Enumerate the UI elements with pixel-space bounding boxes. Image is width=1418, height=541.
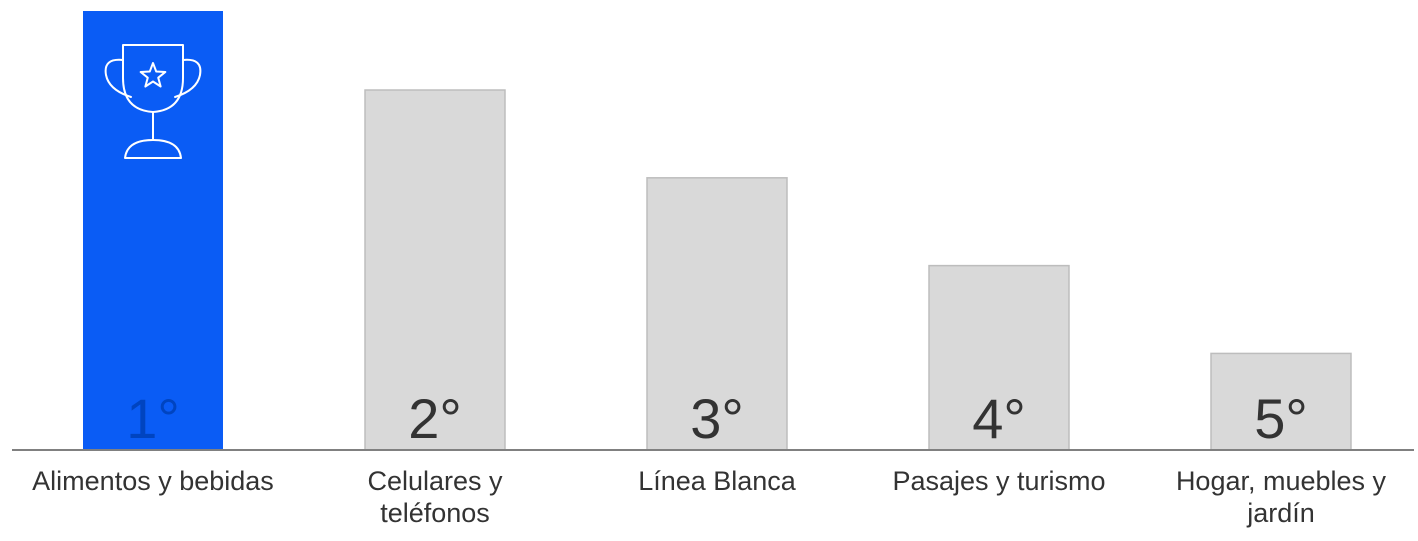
category-label-5: Hogar, muebles y jardín (1175, 466, 1387, 528)
category-label-4: Pasajes y turismo (892, 466, 1106, 496)
bar-2 (364, 89, 506, 451)
rank-label-4: 4° (972, 387, 1026, 450)
bar-4 (928, 264, 1070, 451)
bar-1 (83, 11, 223, 450)
rank-label-5: 5° (1254, 387, 1308, 450)
trophy-star-icon (104, 44, 202, 159)
category-label-3: Línea Blanca (638, 466, 796, 496)
category-label-2: Celulares y teléfonos (367, 466, 503, 528)
bar-5 (1210, 352, 1352, 451)
bar-3 (646, 177, 788, 451)
rank-label-2: 2° (408, 387, 462, 450)
category-label-1: Alimentos y bebidas (32, 466, 274, 496)
rank-label-3: 3° (690, 387, 744, 450)
rank-label-1: 1° (126, 387, 180, 450)
